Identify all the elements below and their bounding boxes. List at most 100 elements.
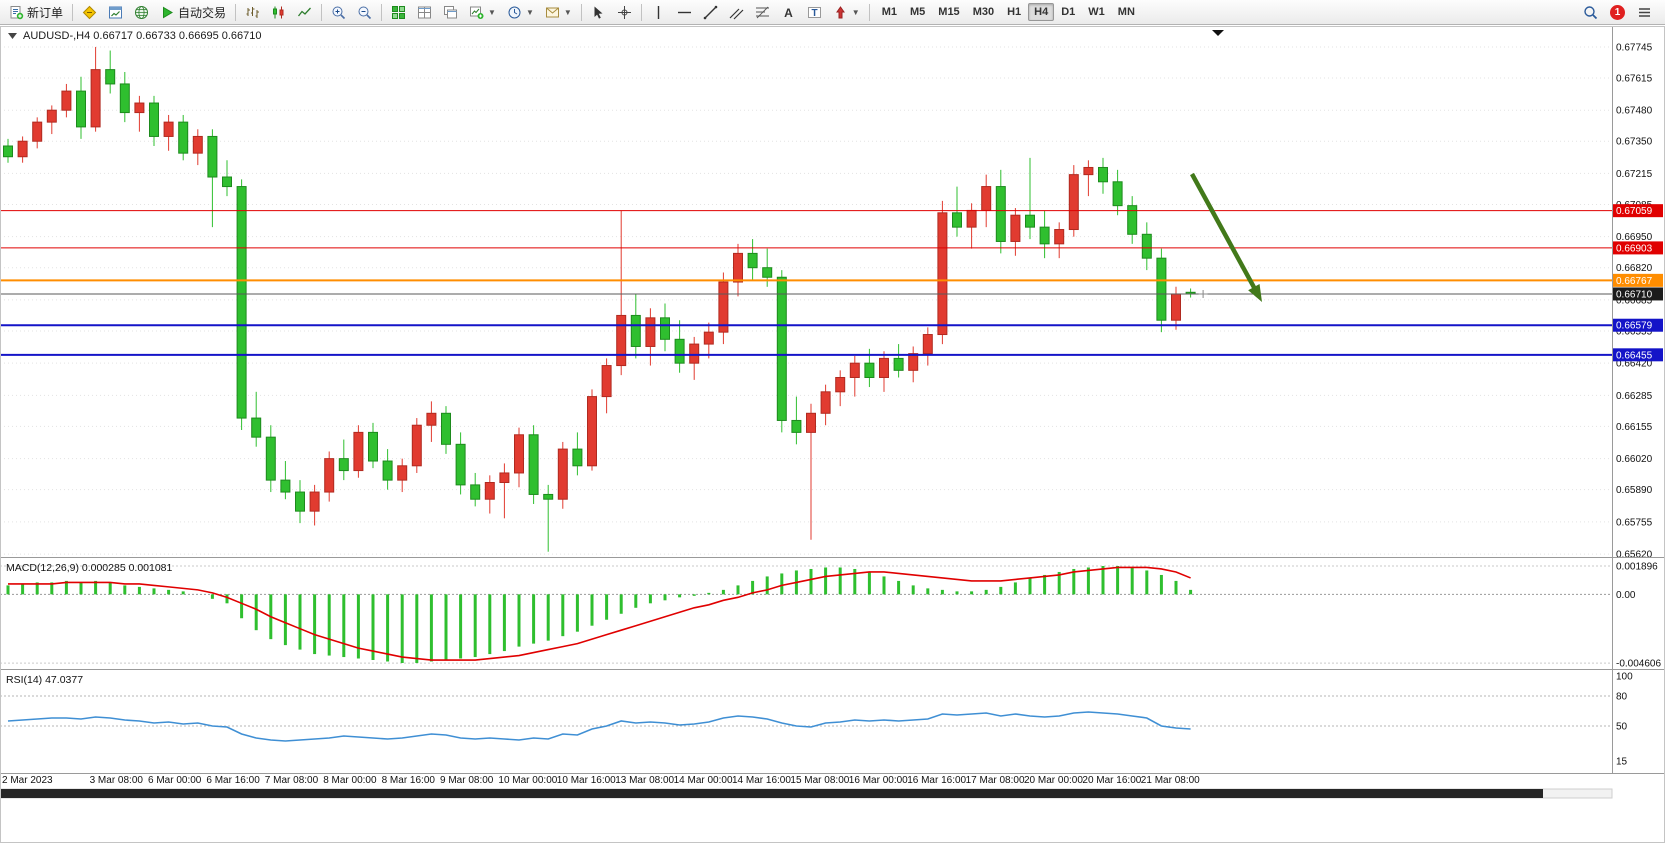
toolbar-separator: [235, 3, 237, 21]
candles-layer: [3, 46, 1196, 552]
arrows-dropdown[interactable]: ▼: [828, 2, 865, 23]
community-globe-icon: [135, 5, 149, 19]
market-watch-button[interactable]: [103, 2, 128, 23]
new-order-button[interactable]: 新订单: [4, 2, 68, 23]
candle: [499, 472, 510, 484]
candle: [368, 431, 378, 462]
candle: [952, 212, 962, 228]
candle: [791, 419, 802, 433]
svg-text:100: 100: [1616, 672, 1633, 683]
text-tool-button[interactable]: A: [776, 2, 801, 23]
new-chart-dropdown[interactable]: ▼: [464, 2, 501, 23]
notification-badge[interactable]: 1: [1610, 4, 1625, 20]
indicators-grid-button[interactable]: [386, 2, 411, 23]
svg-text:0.001896: 0.001896: [1616, 562, 1658, 573]
chart-canvas[interactable]: MACD(12,26,9) 0.000285 0.001081 RSI(14) …: [0, 26, 1665, 843]
channel-tool-button[interactable]: [724, 2, 749, 23]
candle: [90, 69, 101, 128]
candlestick-chart-button[interactable]: [266, 2, 291, 23]
price-tag: 0.66767: [1613, 273, 1663, 287]
candle: [630, 314, 641, 347]
community-button[interactable]: [129, 2, 154, 23]
candle: [1025, 214, 1035, 228]
timeframe-M5[interactable]: M5: [910, 6, 926, 18]
toolbar: 新订单 自动交易: [0, 0, 1665, 25]
candle: [441, 412, 451, 445]
vertical-line-tool-button[interactable]: [646, 2, 671, 23]
line-chart-button[interactable]: [292, 2, 317, 23]
label-tool-button[interactable]: T: [802, 2, 827, 23]
candle: [1141, 233, 1152, 259]
timeframe-D1[interactable]: D1: [1061, 6, 1076, 18]
timeframe-W1[interactable]: W1: [1088, 6, 1105, 18]
candle: [660, 317, 670, 340]
candle: [733, 252, 743, 283]
market-watch-icon: [109, 6, 123, 18]
candle: [207, 135, 218, 178]
chart-window: MACD(12,26,9) 0.000285 0.001081 RSI(14) …: [0, 26, 1665, 843]
label-t-icon: T: [807, 6, 821, 19]
zoom-in-icon: [332, 6, 346, 19]
dropdown-caret: ▼: [851, 7, 860, 17]
candle: [820, 391, 831, 414]
candlestick-chart-icon: [273, 6, 284, 18]
zoom-in-button[interactable]: [326, 2, 351, 23]
candle: [192, 135, 203, 154]
cascade-windows-button[interactable]: [438, 2, 463, 23]
cursor-tool-button[interactable]: [586, 2, 611, 23]
price-tick-label: 0.65755: [1616, 517, 1653, 528]
horizontal-line-tool-button[interactable]: [672, 2, 697, 23]
candle: [806, 412, 816, 433]
price-tick-label: 0.67745: [1616, 42, 1653, 53]
zoom-out-button[interactable]: [352, 2, 377, 23]
templates-icon: [545, 7, 559, 17]
toolbar-separator: [381, 3, 383, 21]
svg-text:-0.004606: -0.004606: [1616, 659, 1661, 670]
price-tick-label: 0.65890: [1616, 485, 1653, 496]
search-button[interactable]: [1578, 2, 1603, 23]
crosshair-tool-button[interactable]: [612, 2, 637, 23]
timeframe-MN[interactable]: MN: [1117, 6, 1135, 18]
timeframe-H4[interactable]: H4: [1028, 3, 1055, 21]
timeframe-M30[interactable]: M30: [972, 6, 995, 18]
candle: [703, 331, 714, 345]
candle: [1156, 257, 1167, 321]
price-tick-label: 0.67350: [1616, 137, 1653, 148]
candle: [105, 69, 116, 85]
time-axis[interactable]: 2 Mar 2023 3 Mar 08:00 6 Mar 00:00 6 Mar 16…: [2, 775, 1200, 786]
new-order-label: 新订单: [27, 5, 64, 20]
fibonacci-tool-button[interactable]: [750, 2, 775, 23]
trend-arrow-annotation[interactable]: [1190, 172, 1262, 302]
templates-dropdown[interactable]: ▼: [540, 2, 577, 23]
price-tick-label: 0.66155: [1616, 422, 1653, 433]
candle: [645, 317, 656, 347]
timeframe-M15[interactable]: M15: [938, 6, 960, 18]
auto-trading-label: 自动交易: [178, 5, 227, 20]
bar-chart-button[interactable]: [240, 2, 265, 23]
svg-text:0.66710: 0.66710: [1616, 289, 1653, 300]
candle: [32, 121, 43, 142]
dropdown-caret: ▼: [563, 7, 572, 17]
metaeditor-button[interactable]: [77, 2, 102, 23]
candle: [981, 186, 992, 211]
trendline-tool-button[interactable]: [698, 2, 723, 23]
price-tick-label: 0.65620: [1616, 550, 1653, 561]
timeframe-H1[interactable]: H1: [1007, 6, 1022, 18]
candle: [879, 357, 889, 378]
period-dropdown[interactable]: ▼: [502, 2, 539, 23]
tile-windows-button[interactable]: [412, 2, 437, 23]
cursor-arrow-icon: [594, 6, 603, 19]
svg-text:T: T: [811, 8, 817, 19]
candle: [309, 491, 320, 512]
horizontal-lines-layer[interactable]: [0, 210, 1612, 356]
auto-trading-button[interactable]: 自动交易: [155, 2, 231, 23]
timeframe-M1[interactable]: M1: [881, 6, 897, 18]
price-axis[interactable]: 0.67745 0.67615 0.67480 0.67350 0.67215 0.670…: [1613, 42, 1663, 768]
horizontal-line-icon: [677, 11, 691, 13]
candle: [455, 443, 466, 486]
time-label: 20 Mar 16:00: [1082, 775, 1141, 786]
toolbar-right-cluster: 1: [1578, 2, 1661, 23]
horizontal-scrollbar[interactable]: [0, 788, 1613, 799]
menu-button[interactable]: [1632, 2, 1657, 23]
time-label: 21 Mar 08:00: [1141, 775, 1200, 786]
